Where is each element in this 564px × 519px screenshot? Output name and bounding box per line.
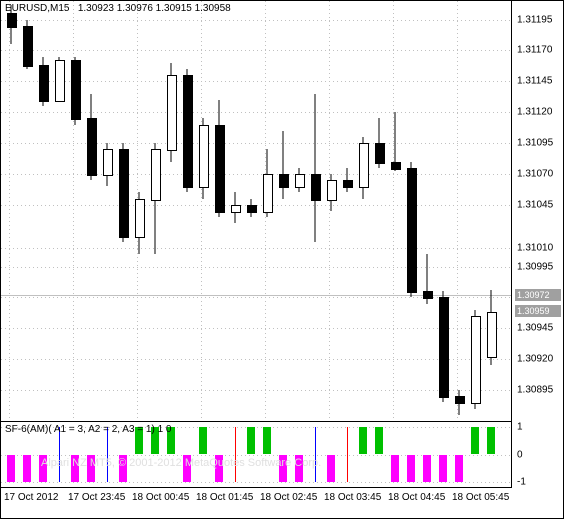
x-tick-label: 18 Oct 01:45 — [196, 492, 253, 503]
x-axis: 17 Oct 2012 17 Oct 23:45 18 Oct 00:45 18 Oc… — [1, 488, 563, 518]
indicator-bar — [455, 455, 463, 482]
y-tick-label: 1.31045 — [517, 199, 553, 210]
indicator-bar — [247, 427, 255, 454]
indicator-y-label: 1 — [517, 422, 523, 433]
indicator-y-label: 0 — [517, 449, 523, 460]
indicator-bar — [199, 427, 207, 454]
price-marker: 1.30959 — [515, 305, 561, 317]
symbol-label: EURUSD,M15 — [5, 3, 69, 14]
y-tick-label: 1.30920 — [517, 354, 553, 365]
indicator-bar — [87, 455, 95, 482]
indicator-bar — [327, 455, 335, 482]
indicator-bar — [391, 455, 399, 482]
x-tick-label: 18 Oct 00:45 — [132, 492, 189, 503]
x-tick-label: 18 Oct 03:45 — [324, 492, 381, 503]
indicator-bar — [215, 455, 223, 482]
indicator-bar — [407, 455, 415, 482]
price-marker: 1.30972 — [515, 289, 561, 301]
indicator-bar — [23, 455, 31, 482]
y-tick-label: 1.31170 — [517, 45, 552, 56]
indicator-panel[interactable]: SF-6(AM)( A1 = 3, A2 = 2, A3 = 1) 1 0 Al… — [1, 422, 512, 488]
indicator-y-axis: 1 0 -1 — [513, 422, 563, 487]
y-tick-label: 1.31070 — [517, 168, 553, 179]
indicator-bar — [183, 455, 191, 482]
indicator-bar — [279, 455, 287, 482]
indicator-bar — [119, 455, 127, 482]
indicator-y-label: -1 — [517, 476, 526, 487]
indicator-bar — [7, 455, 15, 482]
x-tick-label: 18 Oct 02:45 — [260, 492, 317, 503]
indicator-zero-line — [315, 427, 316, 481]
indicator-bar — [359, 427, 367, 454]
y-tick-label: 1.31010 — [517, 243, 553, 254]
x-tick-label: 17 Oct 23:45 — [68, 492, 125, 503]
y-tick-label: 1.30995 — [517, 261, 553, 272]
indicator-bar — [439, 455, 447, 482]
ohlc-label: 1.30923 1.30976 1.30915 1.30958 — [78, 3, 231, 14]
indicator-bar — [71, 455, 79, 482]
indicator-bar — [263, 427, 271, 454]
indicator-title: SF-6(AM)( A1 = 3, A2 = 2, A3 = 1) 1 0 — [5, 424, 171, 435]
y-tick-label: 1.31195 — [517, 14, 552, 25]
indicator-bar — [295, 455, 303, 482]
indicator-zero-line — [235, 427, 236, 481]
indicator-zero-line — [59, 427, 60, 481]
y-tick-label: 1.31120 — [517, 107, 552, 118]
indicator-bar — [39, 455, 47, 482]
indicator-bar — [487, 427, 495, 454]
x-tick-label: 17 Oct 2012 — [4, 492, 58, 503]
y-tick-label: 1.31095 — [517, 138, 553, 149]
indicator-bar — [471, 427, 479, 454]
indicator-zero-line — [347, 427, 348, 481]
y-axis: 1.31195 1.31170 1.31145 1.31120 1.31095 1.310… — [513, 1, 563, 421]
main-price-chart[interactable]: EURUSD,M15 1.30923 1.30976 1.30915 1.309… — [1, 1, 512, 422]
x-tick-label: 18 Oct 05:45 — [452, 492, 509, 503]
indicator-zero-line — [107, 427, 108, 481]
y-tick-label: 1.30895 — [517, 385, 553, 396]
indicator-bar — [375, 427, 383, 454]
y-tick-label: 1.31145 — [517, 76, 552, 87]
chart-title: EURUSD,M15 1.30923 1.30976 1.30915 1.309… — [5, 3, 231, 14]
indicator-bar — [423, 455, 431, 482]
chart-container: EURUSD,M15 1.30923 1.30976 1.30915 1.309… — [0, 0, 564, 519]
x-tick-label: 18 Oct 04:45 — [388, 492, 445, 503]
y-tick-label: 1.30945 — [517, 323, 553, 334]
